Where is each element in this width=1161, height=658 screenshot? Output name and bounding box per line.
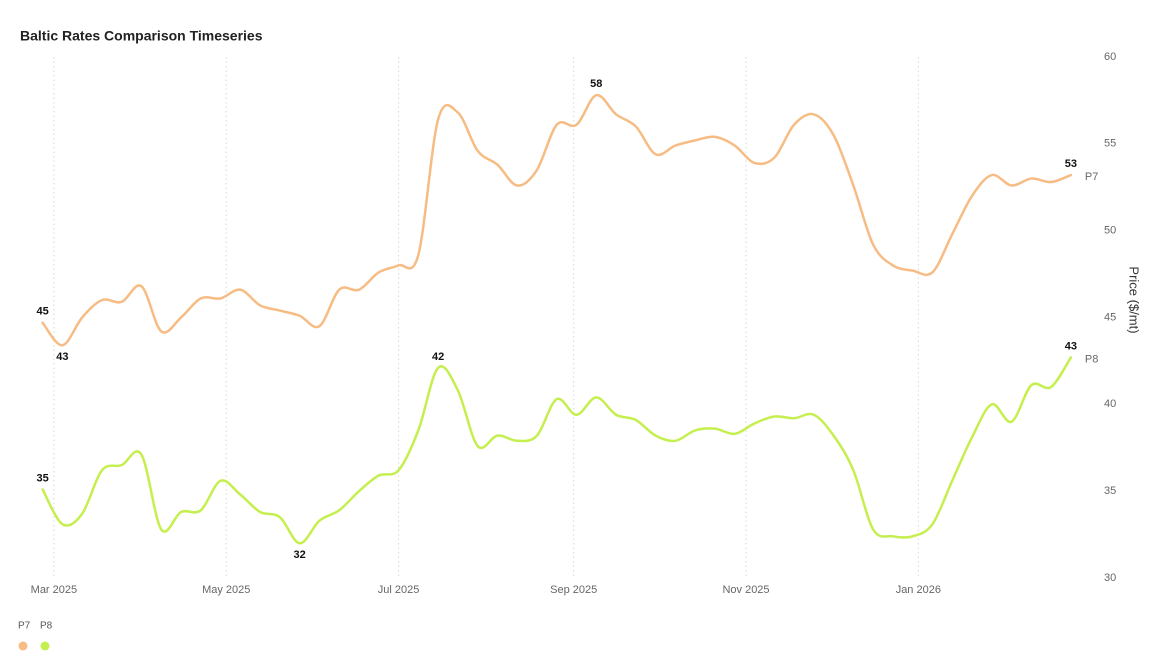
data-label: 43 <box>56 351 68 363</box>
x-tick-label: Mar 2025 <box>31 584 77 596</box>
data-label: 45 <box>36 306 48 318</box>
legend-marker <box>40 641 50 651</box>
legend-marker <box>18 641 28 651</box>
data-label: 58 <box>590 78 602 90</box>
legend-label: P8 <box>40 621 53 632</box>
y-tick-label: 60 <box>1104 51 1116 63</box>
x-tick-label: Sep 2025 <box>550 584 597 596</box>
series-line <box>41 356 1073 545</box>
x-tick-label: May 2025 <box>202 584 250 596</box>
y-tick-label: 40 <box>1104 398 1116 410</box>
x-tick-label: Jan 2026 <box>896 584 941 596</box>
series-end-label: P7 <box>1085 171 1098 183</box>
legend-label: P7 <box>18 621 31 632</box>
y-tick-label: 55 <box>1104 138 1116 150</box>
series-end-label: P8 <box>1085 353 1098 365</box>
y-tick-label: 50 <box>1104 225 1116 237</box>
x-tick-label: Nov 2025 <box>722 584 769 596</box>
data-label: 53 <box>1065 158 1077 170</box>
y-tick-label: 35 <box>1104 485 1116 497</box>
data-label: 42 <box>432 351 444 363</box>
y-tick-label: 45 <box>1104 311 1116 323</box>
data-label: 35 <box>36 472 48 484</box>
y-axis-label: Price ($/mt) <box>1127 266 1142 333</box>
x-tick-label: Jul 2025 <box>378 584 420 596</box>
data-label: 43 <box>1065 340 1077 352</box>
series-line <box>41 93 1073 347</box>
chart-title: Baltic Rates Comparison Timeseries <box>20 28 263 44</box>
y-tick-label: 30 <box>1104 572 1116 584</box>
data-label: 32 <box>294 549 306 561</box>
